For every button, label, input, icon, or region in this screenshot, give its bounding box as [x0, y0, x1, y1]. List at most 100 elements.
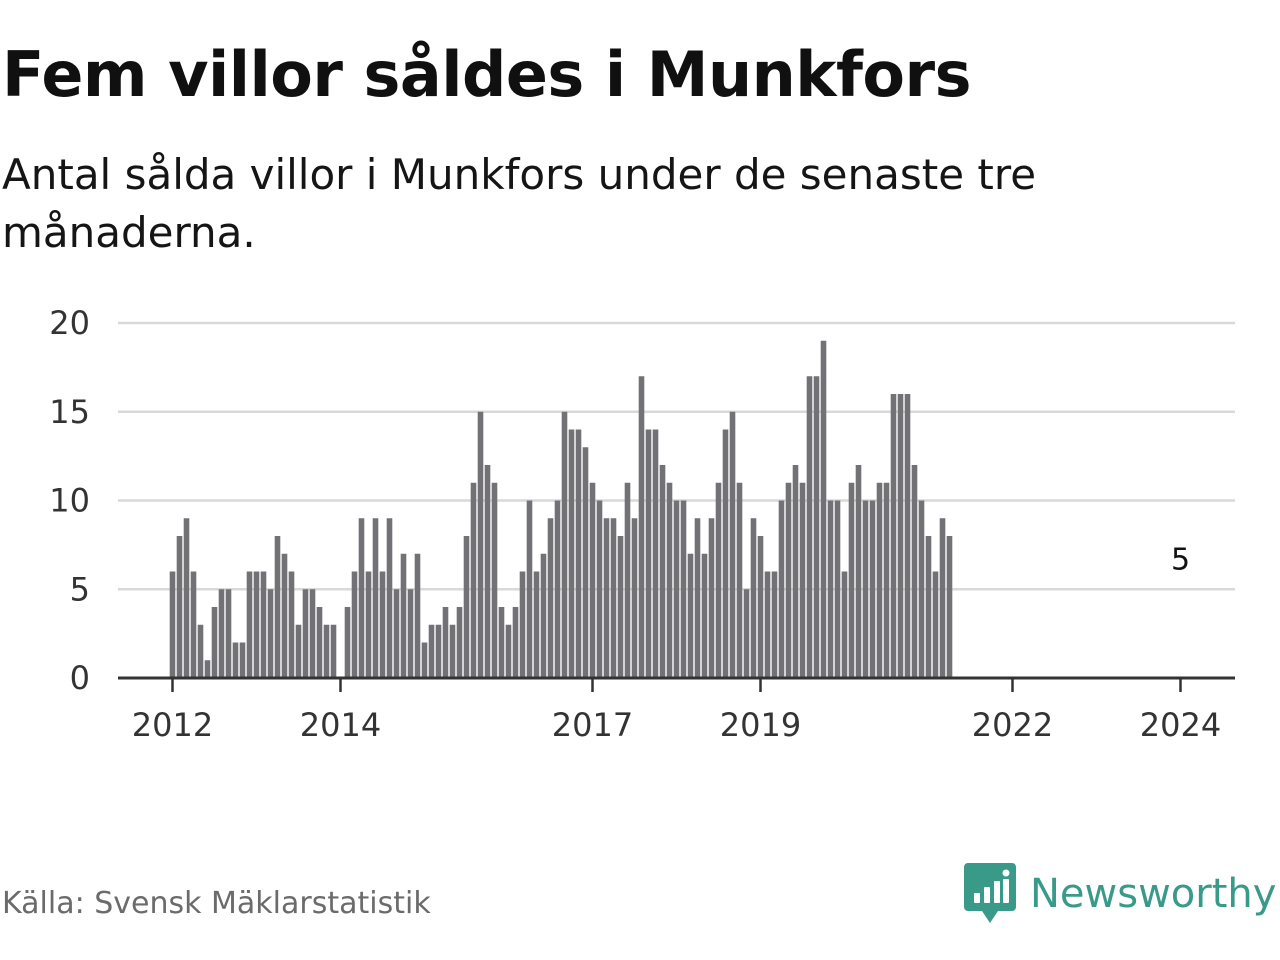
bar: [197, 624, 204, 678]
bar: [799, 482, 806, 678]
bar: [400, 553, 407, 678]
chart-title: Fem villor såldes i Munkfors: [2, 38, 972, 111]
bar: [911, 465, 918, 678]
bar: [547, 518, 554, 678]
bar: [666, 482, 673, 678]
bar: [918, 500, 925, 678]
bar: [260, 571, 267, 678]
bar: [764, 571, 771, 678]
bar: [792, 465, 799, 678]
bar: [806, 376, 813, 678]
bar: [589, 482, 596, 678]
bar: [302, 589, 309, 678]
bar: [407, 589, 414, 678]
bar: [771, 571, 778, 678]
bar: [372, 518, 379, 678]
bar: [204, 660, 211, 678]
bar: [239, 642, 246, 678]
bar: [316, 607, 323, 678]
bar: [232, 642, 239, 678]
bar: [253, 571, 260, 678]
bar: [862, 500, 869, 678]
bar: [428, 624, 435, 678]
bar: [330, 624, 337, 678]
y-tick-label: 15: [49, 393, 90, 431]
bar: [484, 465, 491, 678]
x-tick-label: 2017: [552, 706, 633, 744]
bar: [869, 500, 876, 678]
bar: [624, 482, 631, 678]
bar: [379, 571, 386, 678]
bar: [729, 411, 736, 678]
x-tick-label: 2012: [132, 706, 213, 744]
y-tick-label: 0: [70, 659, 90, 697]
bar: [925, 536, 932, 678]
bar: [848, 482, 855, 678]
bar: [932, 571, 939, 678]
bar: [505, 624, 512, 678]
bar: [393, 589, 400, 678]
bar: [519, 571, 526, 678]
bar: [596, 500, 603, 678]
bar: [323, 624, 330, 678]
bar: [652, 429, 659, 678]
bar: [533, 571, 540, 678]
bar: [309, 589, 316, 678]
bar: [876, 482, 883, 678]
bar: [442, 607, 449, 678]
bar: [582, 447, 589, 678]
bar: [673, 500, 680, 678]
bar: [575, 429, 582, 678]
bar: [750, 518, 757, 678]
bar: [638, 376, 645, 678]
bar: [491, 482, 498, 678]
x-tick-label: 2024: [1140, 706, 1221, 744]
bar: [246, 571, 253, 678]
x-tick-label: 2022: [972, 706, 1053, 744]
bar: [680, 500, 687, 678]
source-note: Källa: Svensk Mäklarstatistik: [2, 886, 431, 921]
y-tick-label: 10: [49, 482, 90, 520]
bar: [946, 536, 953, 678]
newsworthy-logo[interactable]: Newsworthy: [964, 862, 1276, 926]
y-tick-label: 5: [70, 570, 90, 608]
bar: [757, 536, 764, 678]
bar: [344, 607, 351, 678]
bar: [631, 518, 638, 678]
bar: [435, 624, 442, 678]
bar: [365, 571, 372, 678]
bar: [743, 589, 750, 678]
bar: [736, 482, 743, 678]
bar: [904, 394, 911, 678]
bar: [855, 465, 862, 678]
bar: [554, 500, 561, 678]
bar: [841, 571, 848, 678]
bar: [883, 482, 890, 678]
bar: [169, 571, 176, 678]
bar: [526, 500, 533, 678]
bar: [701, 553, 708, 678]
bar: [820, 340, 827, 678]
bar: [498, 607, 505, 678]
highlight-value-label: 5: [1171, 542, 1190, 577]
bar: [890, 394, 897, 678]
bar: [295, 624, 302, 678]
chart-subtitle: Antal sålda villor i Munkfors under de s…: [2, 150, 1037, 257]
bar: [827, 500, 834, 678]
bar: [218, 589, 225, 678]
bar: [512, 607, 519, 678]
bar: [358, 518, 365, 678]
y-tick-label: 20: [49, 304, 90, 342]
bar: [939, 518, 946, 678]
bar: [463, 536, 470, 678]
bar: [288, 571, 295, 678]
bar: [540, 553, 547, 678]
bar: [211, 607, 218, 678]
bar: [267, 589, 274, 678]
bar: [386, 518, 393, 678]
bar: [281, 553, 288, 678]
bar: [897, 394, 904, 678]
bar: [778, 500, 785, 678]
bar: [183, 518, 190, 678]
x-tick-label: 2019: [720, 706, 801, 744]
